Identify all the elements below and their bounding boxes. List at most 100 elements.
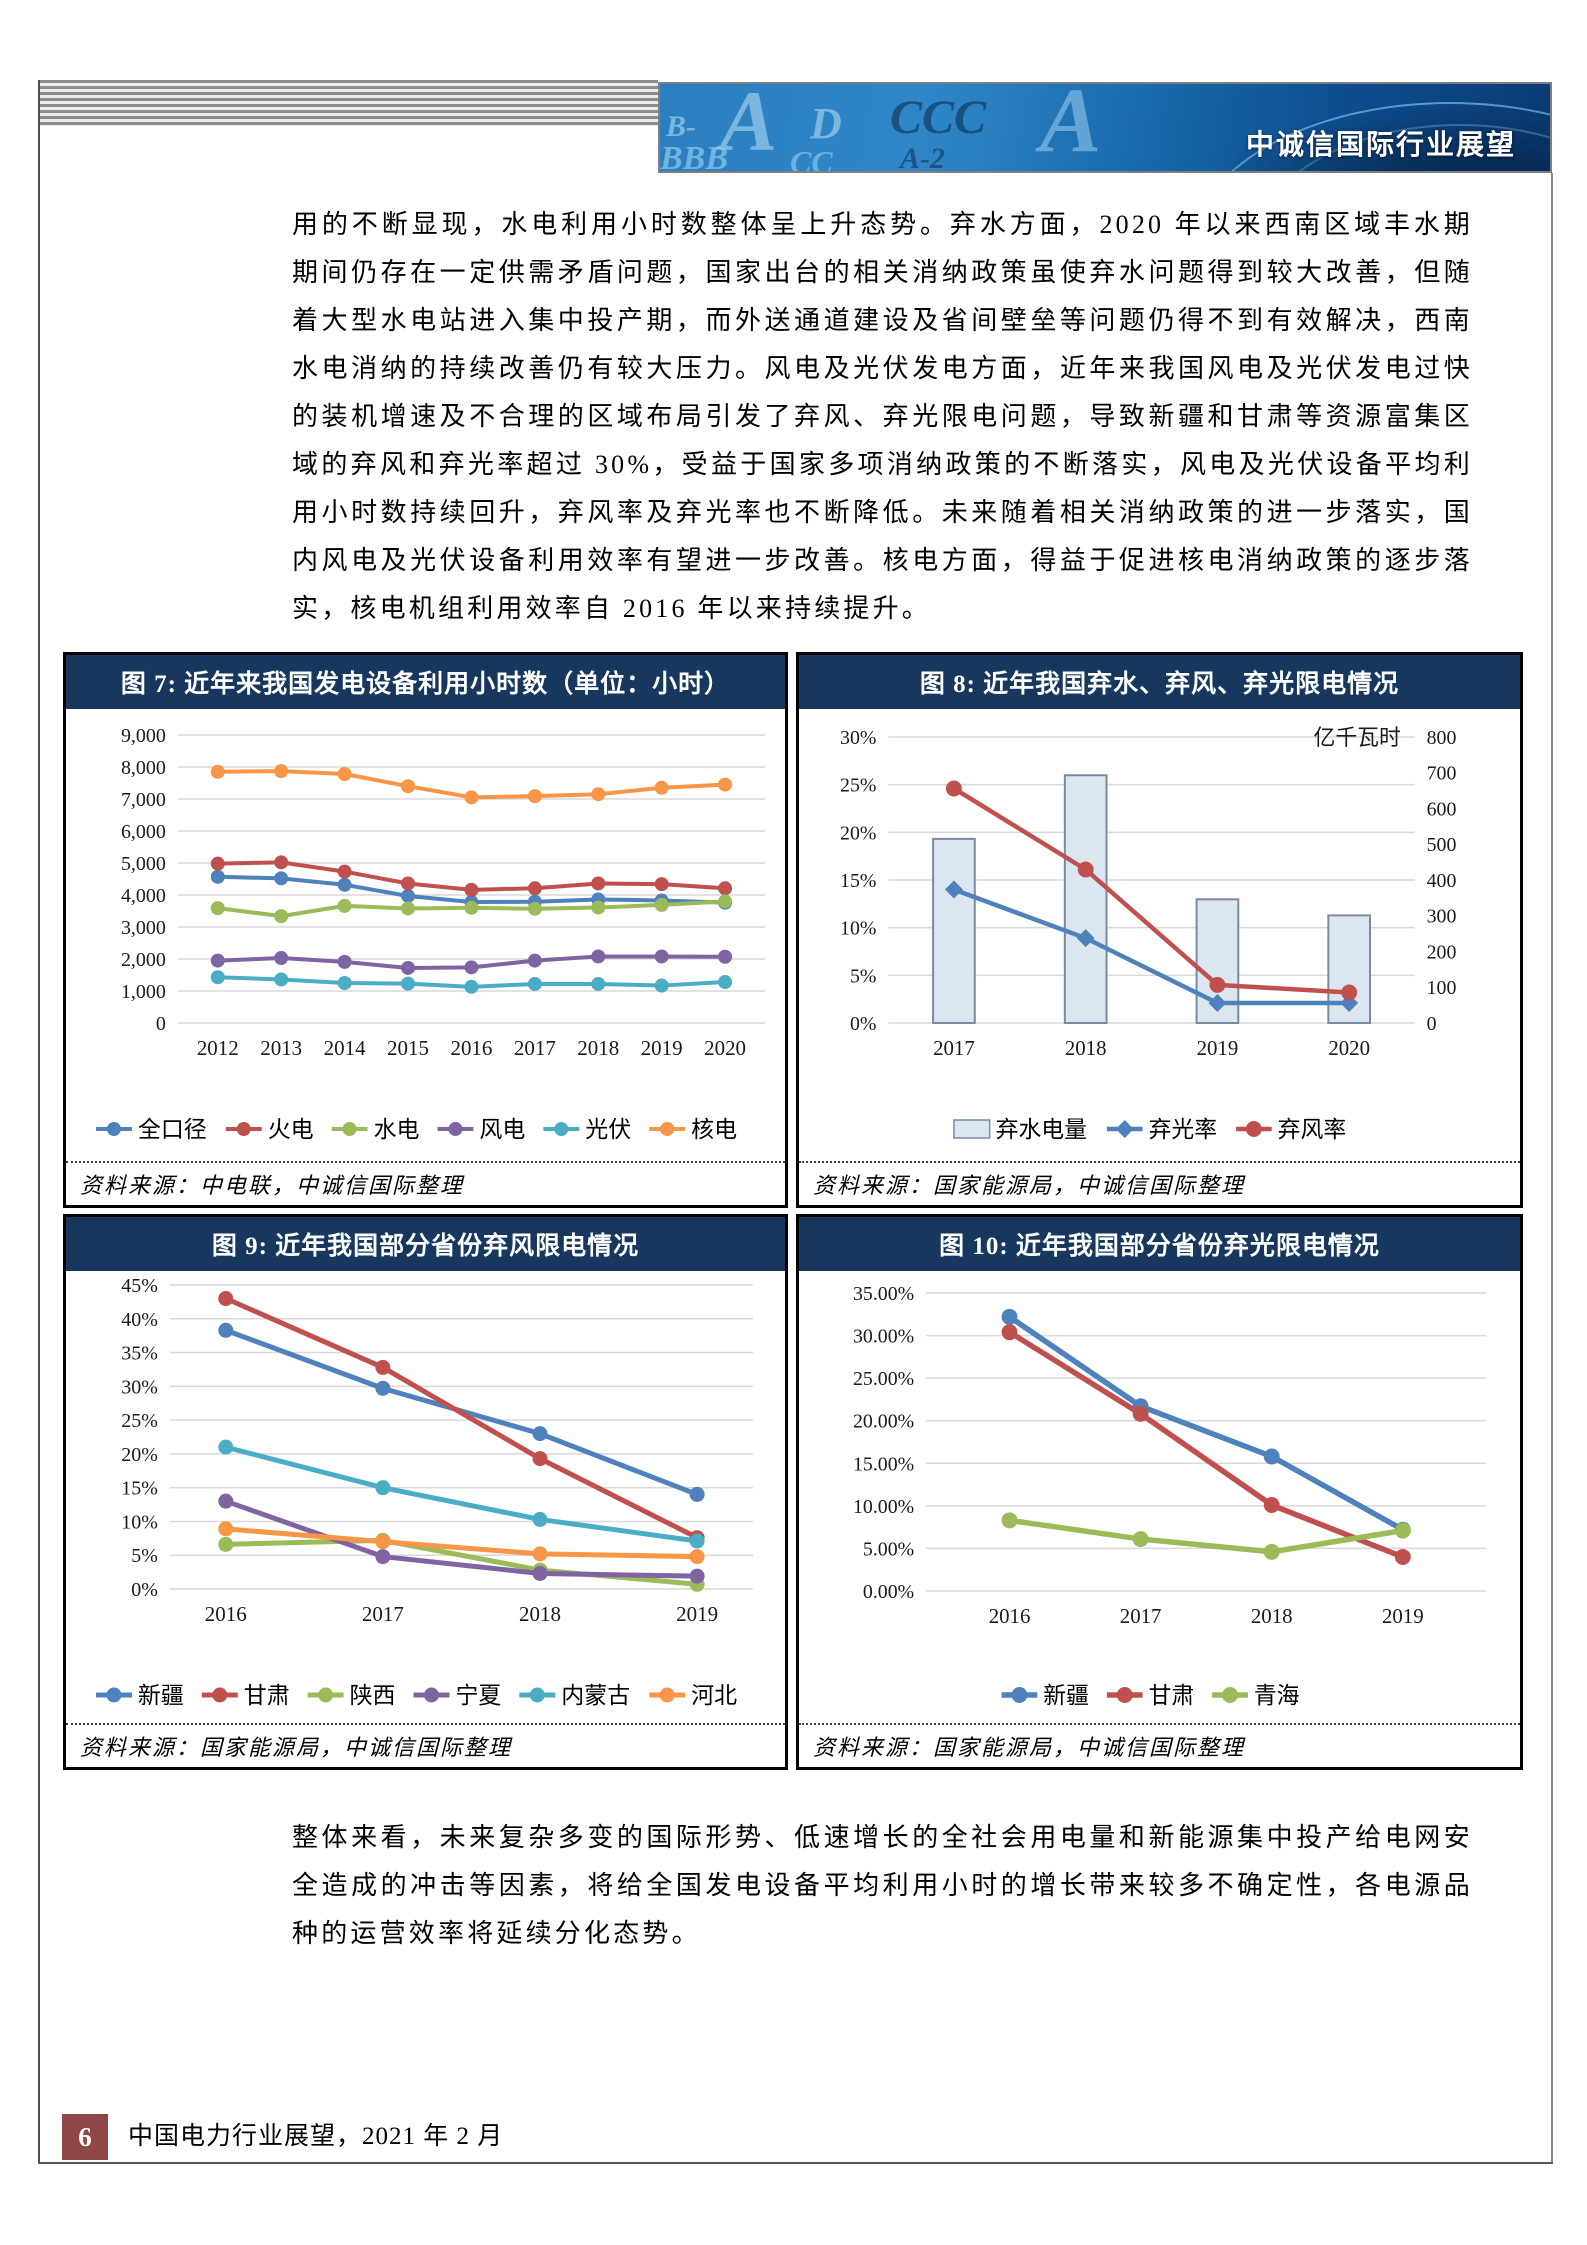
svg-text:5,000: 5,000 xyxy=(121,853,166,875)
svg-text:2014: 2014 xyxy=(324,1036,366,1060)
figure-8-plot: 0% 5% 10% 15% 20% 25% 30% 0 100 200 300 400 500 600 70… xyxy=(799,709,1520,1161)
svg-text:0%: 0% xyxy=(850,1013,876,1035)
svg-text:400: 400 xyxy=(1427,870,1457,892)
svg-text:2020: 2020 xyxy=(1328,1036,1370,1060)
svg-text:30%: 30% xyxy=(121,1376,158,1398)
figure-9: 图 9: 近年我国部分省份弃风限电情况 0% 5% 10% 15% 20% 25% 30% 3… xyxy=(63,1214,788,1770)
svg-text:5%: 5% xyxy=(850,965,876,987)
svg-text:2016: 2016 xyxy=(989,1604,1031,1628)
figure-10-chart: 0.00% 5.00% 10.00% 15.00% 20.00% 25.00% 30.00%… xyxy=(853,1283,1487,1708)
figure-7-chart: 0 1,000 2,000 3,000 4,000 5,000 6,000 7,000 8,00… xyxy=(95,725,766,1142)
svg-text:20.00%: 20.00% xyxy=(853,1411,914,1433)
svg-text:35.00%: 35.00% xyxy=(853,1283,914,1305)
svg-text:10%: 10% xyxy=(121,1511,158,1533)
svg-text:500: 500 xyxy=(1427,834,1457,856)
svg-text:0: 0 xyxy=(156,1013,166,1035)
figure-7-plot: 0 1,000 2,000 3,000 4,000 5,000 6,000 7,000 8,00… xyxy=(66,709,785,1161)
svg-text:2017: 2017 xyxy=(1120,1604,1162,1628)
svg-text:10.00%: 10.00% xyxy=(853,1496,914,1518)
svg-text:20%: 20% xyxy=(121,1444,158,1466)
svg-text:25%: 25% xyxy=(840,775,876,797)
svg-text:15.00%: 15.00% xyxy=(853,1453,914,1475)
svg-text:700: 700 xyxy=(1427,763,1457,785)
svg-text:15%: 15% xyxy=(840,870,876,892)
svg-text:2,000: 2,000 xyxy=(121,949,166,971)
svg-text:光伏: 光伏 xyxy=(585,1117,631,1142)
figure-9-chart: 0% 5% 10% 15% 20% 25% 30% 35% 40% 45% 2016 2017 2018… xyxy=(95,1275,754,1708)
rating-watermark: B- xyxy=(666,110,696,143)
svg-text:0.00%: 0.00% xyxy=(863,1581,914,1603)
svg-text:2015: 2015 xyxy=(387,1036,429,1060)
figure-8-title: 图 8: 近年我国弃水、弃风、弃光限电情况 xyxy=(799,655,1520,709)
svg-text:弃风率: 弃风率 xyxy=(1278,1117,1346,1142)
svg-text:5%: 5% xyxy=(131,1545,158,1567)
svg-text:全口径: 全口径 xyxy=(138,1117,207,1142)
svg-text:2012: 2012 xyxy=(197,1036,239,1060)
rating-watermark: CCC xyxy=(890,91,987,144)
svg-text:2013: 2013 xyxy=(260,1036,302,1060)
banner-title: 中诚信国际行业展望 xyxy=(1245,130,1516,161)
svg-text:亿千瓦时: 亿千瓦时 xyxy=(1314,725,1401,750)
svg-text:40%: 40% xyxy=(121,1309,158,1331)
svg-text:青海: 青海 xyxy=(1254,1683,1300,1708)
footer-text: 中国电力行业展望，2021 年 2 月 xyxy=(128,2123,504,2150)
svg-text:6,000: 6,000 xyxy=(121,821,166,843)
rating-watermark: A-2 xyxy=(900,142,945,173)
body-paragraph-2: 整体来看，未来复杂多变的国际形势、低速增长的全社会用电量和新能源集中投产给电网安… xyxy=(292,1823,1473,1948)
figure-8-source: 资料来源：国家能源局，中诚信国际整理 xyxy=(799,1161,1520,1205)
body-paragraph-1: 用的不断显现，水电利用小时数整体呈上升态势。弃水方面，2020 年以来西南区域丰… xyxy=(292,210,1473,623)
header-stripes-decoration xyxy=(40,80,658,126)
svg-text:25.00%: 25.00% xyxy=(853,1368,914,1390)
svg-text:2018: 2018 xyxy=(519,1602,561,1626)
svg-text:2019: 2019 xyxy=(1382,1604,1424,1628)
footer-divider xyxy=(38,2162,1553,2164)
svg-text:3,000: 3,000 xyxy=(121,917,166,939)
svg-text:2019: 2019 xyxy=(1197,1036,1239,1060)
svg-text:25%: 25% xyxy=(121,1410,158,1432)
svg-text:河北: 河北 xyxy=(691,1683,737,1708)
svg-text:10%: 10% xyxy=(840,918,876,940)
svg-text:新疆: 新疆 xyxy=(138,1683,184,1708)
svg-text:2017: 2017 xyxy=(933,1036,975,1060)
svg-text:5.00%: 5.00% xyxy=(863,1538,914,1560)
svg-text:甘肃: 甘肃 xyxy=(244,1683,290,1708)
svg-text:2019: 2019 xyxy=(676,1602,718,1626)
svg-text:陕西: 陕西 xyxy=(350,1683,396,1708)
figure-10-title: 图 10: 近年我国部分省份弃光限电情况 xyxy=(799,1217,1520,1271)
page-number-badge: 6 xyxy=(62,2114,108,2160)
rating-watermark: D xyxy=(810,99,842,148)
svg-text:弃水电量: 弃水电量 xyxy=(996,1117,1087,1142)
header-banner: B- A D CCC A BBB CC A-2 中诚信国际行业展望 xyxy=(658,82,1552,173)
svg-text:7,000: 7,000 xyxy=(121,789,166,811)
svg-text:甘肃: 甘肃 xyxy=(1149,1683,1195,1708)
svg-text:20%: 20% xyxy=(840,822,876,844)
figure-7: 图 7: 近年来我国发电设备利用小时数（单位：小时） 0 1,000 2,000 3,… xyxy=(63,652,788,1208)
figure-7-source: 资料来源：中电联，中诚信国际整理 xyxy=(66,1161,785,1205)
svg-text:水电: 水电 xyxy=(374,1117,420,1142)
svg-text:风电: 风电 xyxy=(479,1117,525,1142)
svg-text:2017: 2017 xyxy=(362,1602,404,1626)
svg-text:2017: 2017 xyxy=(514,1036,556,1060)
svg-text:2016: 2016 xyxy=(205,1602,247,1626)
svg-text:30.00%: 30.00% xyxy=(853,1326,914,1348)
figure-9-title: 图 9: 近年我国部分省份弃风限电情况 xyxy=(66,1217,785,1271)
figure-9-plot: 0% 5% 10% 15% 20% 25% 30% 35% 40% 45% 2016 2017 2018… xyxy=(66,1271,785,1723)
rating-watermark: BBB xyxy=(660,140,729,173)
svg-text:2018: 2018 xyxy=(1065,1036,1107,1060)
svg-text:8,000: 8,000 xyxy=(121,757,166,779)
svg-text:100: 100 xyxy=(1427,977,1457,999)
svg-text:15%: 15% xyxy=(121,1478,158,1500)
svg-text:30%: 30% xyxy=(840,727,876,749)
figure-10: 图 10: 近年我国部分省份弃光限电情况 0.00% 5.00% 10.00% 15.… xyxy=(796,1214,1523,1770)
svg-text:200: 200 xyxy=(1427,941,1457,963)
svg-text:45%: 45% xyxy=(121,1275,158,1297)
figure-9-source: 资料来源：国家能源局，中诚信国际整理 xyxy=(66,1723,785,1767)
svg-text:0%: 0% xyxy=(131,1579,158,1601)
svg-text:核电: 核电 xyxy=(691,1117,737,1142)
svg-text:9,000: 9,000 xyxy=(121,725,166,747)
rating-watermark: A xyxy=(720,82,778,169)
svg-text:新疆: 新疆 xyxy=(1043,1683,1089,1708)
rating-watermark: A xyxy=(1040,82,1102,171)
figure-10-plot: 0.00% 5.00% 10.00% 15.00% 20.00% 25.00% 30.00%… xyxy=(799,1271,1520,1723)
